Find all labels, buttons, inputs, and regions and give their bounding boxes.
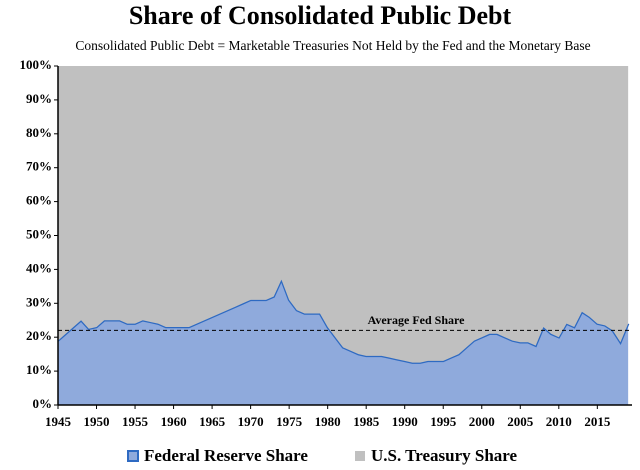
area bbox=[58, 279, 629, 405]
x-tick-label: 1950 bbox=[84, 414, 110, 429]
y-tick-label: 0% bbox=[33, 396, 53, 411]
x-tick-label: 1945 bbox=[45, 414, 72, 429]
x-tick-label: 2000 bbox=[469, 414, 495, 429]
area bbox=[58, 66, 629, 363]
x-tick-label: 1960 bbox=[161, 414, 187, 429]
y-tick-label: 60% bbox=[26, 193, 52, 208]
x-tick-label: 1955 bbox=[122, 414, 149, 429]
y-tick-label: 100% bbox=[20, 57, 53, 72]
y-tick-label: 50% bbox=[26, 226, 52, 241]
x-tick-label: 1980 bbox=[315, 414, 341, 429]
y-tick-label: 70% bbox=[26, 159, 52, 174]
legend-swatch bbox=[355, 451, 365, 461]
y-tick-label: 80% bbox=[26, 125, 52, 140]
x-tick-label: 2005 bbox=[507, 414, 534, 429]
y-tick-label: 10% bbox=[26, 362, 52, 377]
y-tick-label: 40% bbox=[26, 260, 52, 275]
y-tick-label: 90% bbox=[26, 91, 52, 106]
x-tick-label: 2010 bbox=[546, 414, 572, 429]
legend-swatch bbox=[127, 450, 139, 462]
x-tick-label: 2015 bbox=[584, 414, 611, 429]
x-tick-label: 1975 bbox=[276, 414, 303, 429]
x-tick-label: 1970 bbox=[238, 414, 264, 429]
chart-subtitle: Consolidated Public Debt = Marketable Tr… bbox=[75, 38, 590, 53]
x-tick-label: 1995 bbox=[430, 414, 457, 429]
x-tick-label: 1990 bbox=[392, 414, 418, 429]
annotation-label: Average Fed Share bbox=[368, 313, 466, 327]
legend-label: Federal Reserve Share bbox=[144, 446, 308, 465]
y-tick-label: 20% bbox=[26, 328, 52, 343]
y-tick-label: 30% bbox=[26, 294, 52, 309]
x-tick-label: 1965 bbox=[199, 414, 226, 429]
chart-title: Share of Consolidated Public Debt bbox=[129, 1, 512, 30]
x-tick-label: 1985 bbox=[353, 414, 380, 429]
legend-label: U.S. Treasury Share bbox=[371, 446, 518, 465]
